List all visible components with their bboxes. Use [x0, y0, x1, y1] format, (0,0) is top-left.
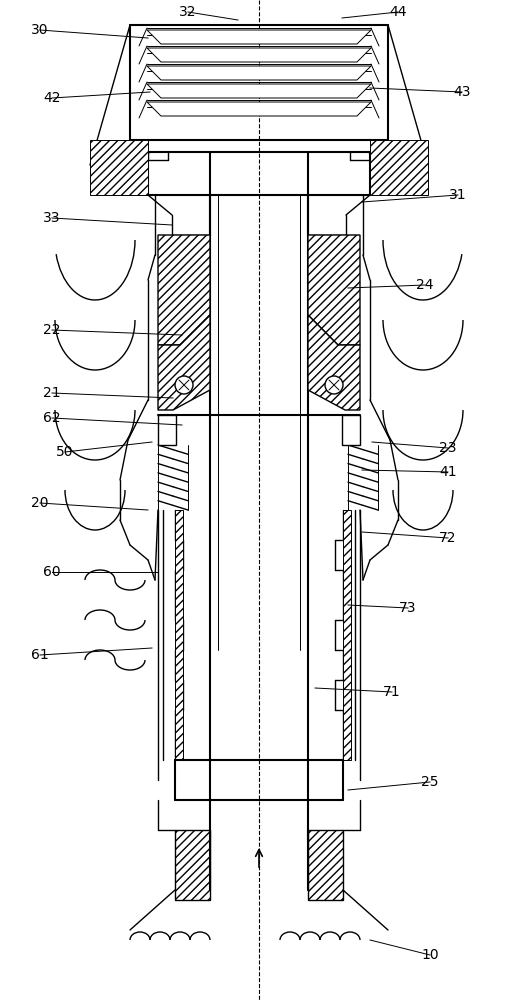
Text: 72: 72	[439, 531, 457, 545]
Polygon shape	[158, 235, 210, 345]
Text: 31: 31	[449, 188, 467, 202]
Polygon shape	[158, 415, 176, 445]
Text: 24: 24	[416, 278, 434, 292]
Polygon shape	[308, 235, 360, 345]
Text: 73: 73	[399, 601, 417, 615]
Polygon shape	[147, 48, 371, 62]
Polygon shape	[90, 140, 148, 195]
Text: 43: 43	[453, 85, 471, 99]
Polygon shape	[342, 415, 360, 445]
Polygon shape	[147, 30, 371, 44]
Polygon shape	[147, 102, 371, 116]
Polygon shape	[343, 510, 351, 760]
Text: 71: 71	[383, 685, 401, 699]
Text: 32: 32	[179, 5, 197, 19]
Text: 23: 23	[439, 441, 457, 455]
Polygon shape	[308, 315, 360, 410]
Text: 50: 50	[56, 445, 74, 459]
Circle shape	[175, 376, 193, 394]
Text: 30: 30	[31, 23, 49, 37]
Text: 33: 33	[43, 211, 61, 225]
Text: 62: 62	[43, 411, 61, 425]
Text: 44: 44	[389, 5, 407, 19]
Polygon shape	[175, 830, 210, 900]
Polygon shape	[147, 66, 371, 80]
Circle shape	[325, 376, 343, 394]
Polygon shape	[175, 510, 183, 760]
Text: 20: 20	[31, 496, 49, 510]
Text: 10: 10	[421, 948, 439, 962]
Polygon shape	[158, 315, 210, 410]
Text: 42: 42	[43, 91, 61, 105]
Text: 60: 60	[43, 565, 61, 579]
Text: 61: 61	[31, 648, 49, 662]
Polygon shape	[147, 84, 371, 98]
Text: 22: 22	[43, 323, 61, 337]
Text: 21: 21	[43, 386, 61, 400]
Polygon shape	[308, 830, 343, 900]
Text: 25: 25	[421, 775, 439, 789]
Polygon shape	[370, 140, 428, 195]
Text: 41: 41	[439, 465, 457, 479]
